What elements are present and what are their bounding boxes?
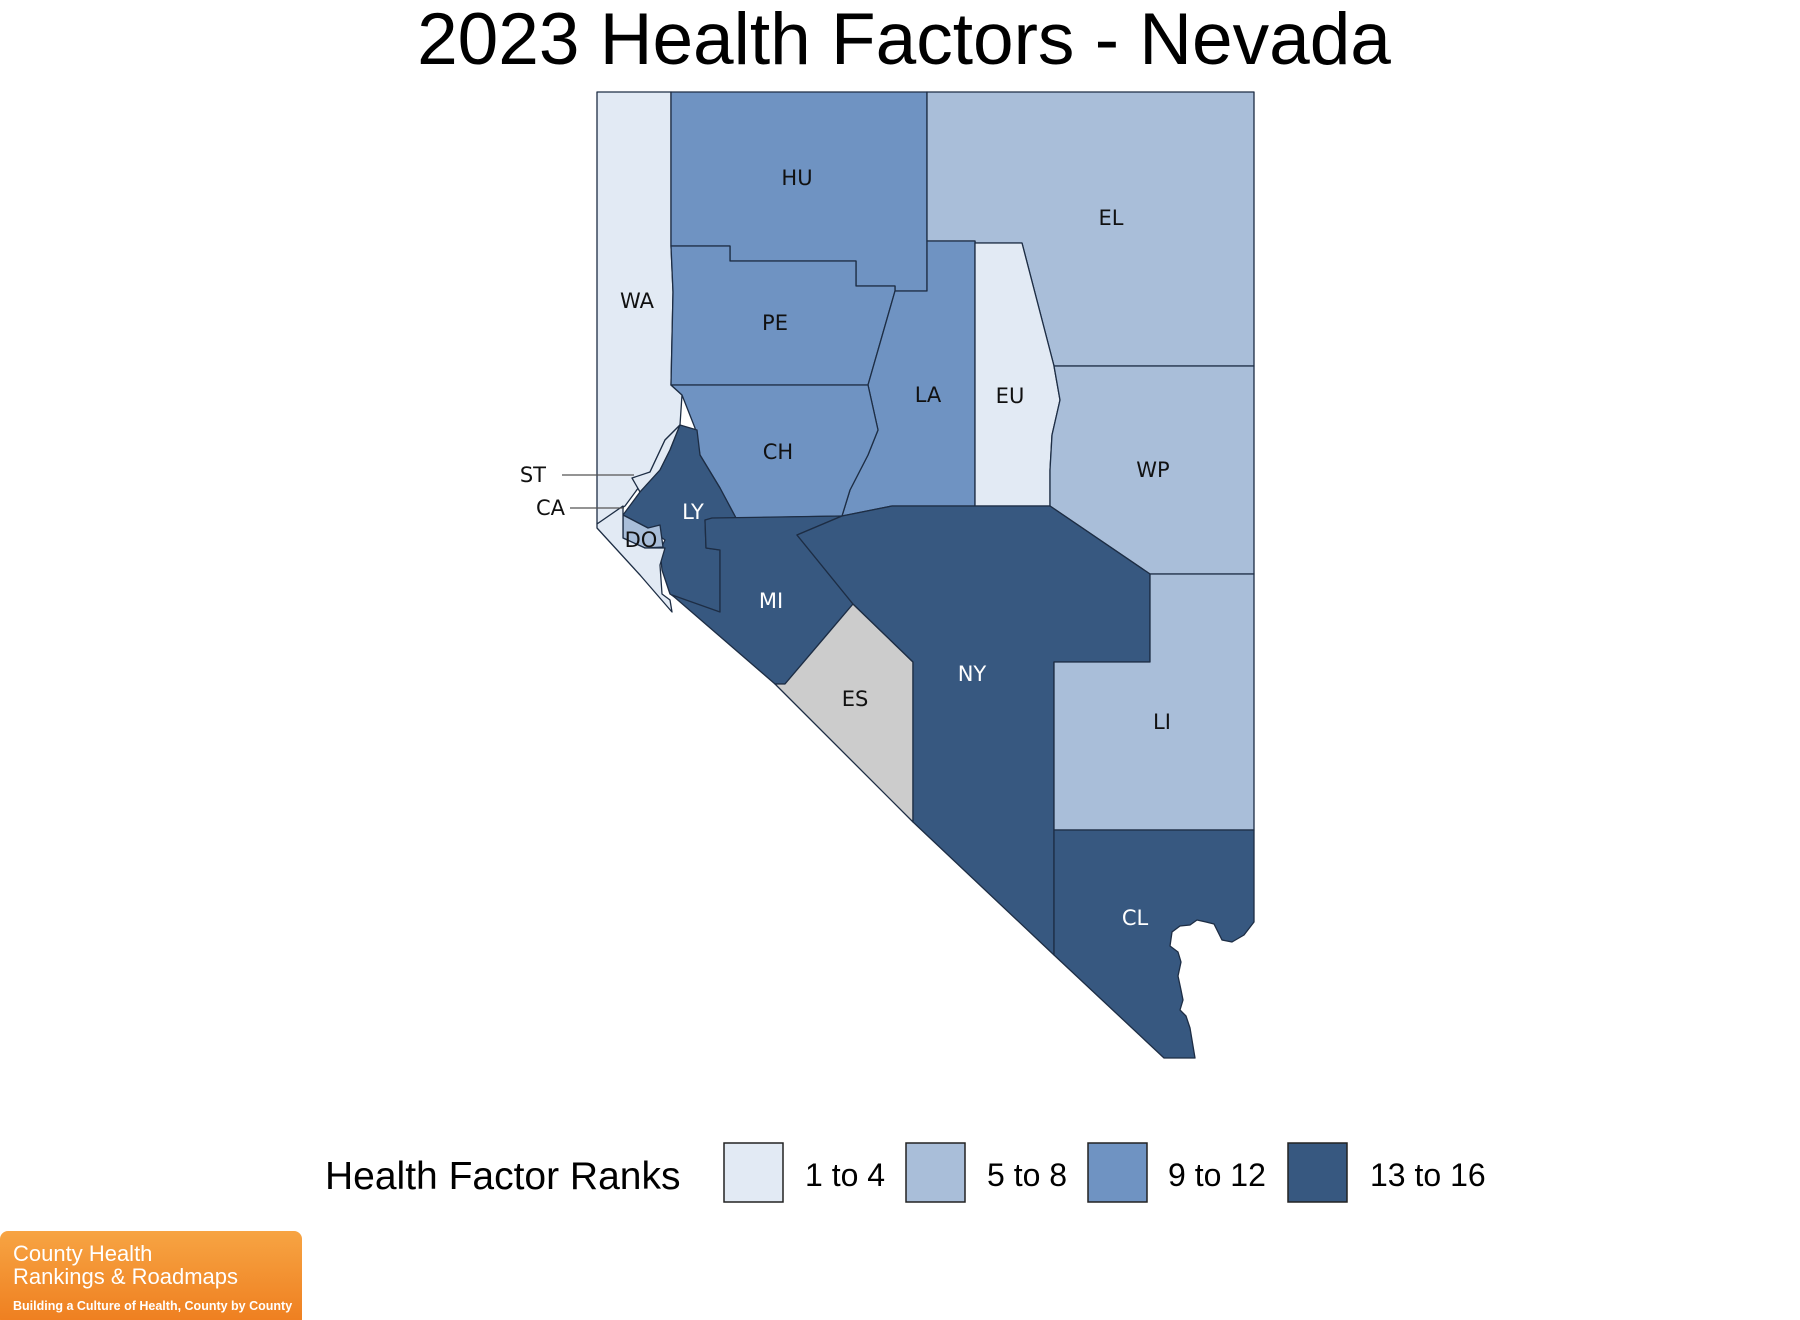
label-LA: LA xyxy=(915,383,942,407)
county-DO[interactable] xyxy=(596,505,673,613)
county-CL[interactable] xyxy=(1053,829,1255,1059)
map-title: 2023 Health Factors - Nevada xyxy=(417,0,1391,80)
legend-label-1: 1 to 4 xyxy=(805,1157,885,1193)
county-layer xyxy=(596,91,1255,1059)
legend-swatch-1 xyxy=(723,1142,784,1203)
label-EL: EL xyxy=(1099,206,1124,230)
logo-tagline: Building a Culture of Health, County by … xyxy=(13,1299,292,1313)
label-WP: WP xyxy=(1136,458,1169,482)
label-CL: CL xyxy=(1122,906,1149,930)
label-MI: MI xyxy=(759,589,783,613)
legend-item-4: 13 to 16 xyxy=(1287,1142,1486,1203)
label-LY: LY xyxy=(682,500,704,524)
legend-title: Health Factor Ranks xyxy=(325,1155,680,1198)
label-CH: CH xyxy=(763,440,793,464)
leader-lines xyxy=(562,474,634,509)
legend-label-4: 13 to 16 xyxy=(1370,1157,1486,1193)
legend-label-2: 5 to 8 xyxy=(987,1157,1067,1193)
label-WA: WA xyxy=(620,289,655,313)
label-HU: HU xyxy=(781,166,812,190)
logo-line1: County Health xyxy=(13,1241,152,1266)
label-LI: LI xyxy=(1153,710,1171,734)
label-ES: ES xyxy=(842,687,869,711)
county-labels: WA HU EL PE LA EU CH WP ST CA LY DO MI E… xyxy=(520,166,1171,930)
legend-swatch-4 xyxy=(1287,1142,1348,1203)
county-PE[interactable] xyxy=(670,245,896,386)
label-PE: PE xyxy=(762,311,788,335)
label-EU: EU xyxy=(996,384,1025,408)
label-ST: ST xyxy=(520,463,546,487)
label-NY: NY xyxy=(958,662,987,686)
label-CA: CA xyxy=(536,496,566,520)
legend-item-3: 9 to 12 xyxy=(1087,1142,1266,1203)
label-DO: DO xyxy=(625,528,658,552)
legend-swatch-2 xyxy=(905,1142,966,1203)
chr-logo[interactable]: County Health Rankings & Roadmaps Buildi… xyxy=(0,1231,302,1320)
legend-label-3: 9 to 12 xyxy=(1168,1157,1266,1193)
legend-item-2: 5 to 8 xyxy=(905,1142,1067,1203)
logo-line2: Rankings & Roadmaps xyxy=(13,1264,238,1289)
legend-swatch-3 xyxy=(1087,1142,1148,1203)
logo-background xyxy=(0,1231,302,1320)
legend-item-1: 1 to 4 xyxy=(723,1142,885,1203)
legend: Health Factor Ranks 1 to 4 5 to 8 9 to 1… xyxy=(325,1142,1486,1203)
